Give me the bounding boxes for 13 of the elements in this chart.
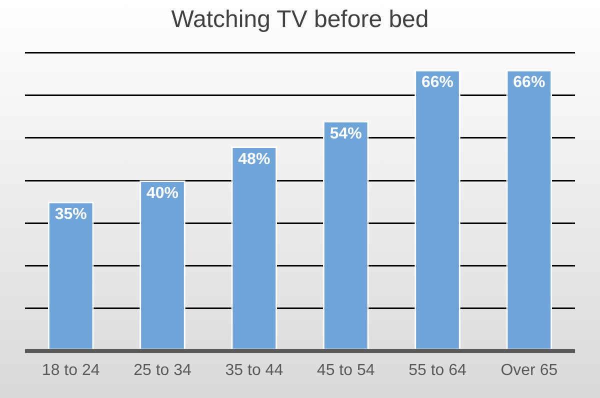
data-label: 66%	[421, 74, 454, 92]
data-label: 54%	[330, 125, 362, 142]
x-tick-label: 35 to 44	[225, 362, 284, 379]
chart-title: Watching TV before bed	[171, 6, 429, 34]
x-tick-label: 18 to 24	[42, 362, 100, 379]
x-tick-label: 45 to 54	[316, 362, 375, 379]
x-tick-label: 25 to 34	[134, 362, 192, 379]
data-label: 35%	[54, 206, 87, 224]
x-tick-label: Over 65	[500, 362, 558, 379]
data-label: 48%	[238, 150, 270, 168]
data-label: 66%	[513, 74, 546, 92]
x-tick-label: 55 to 64	[408, 362, 467, 379]
data-label: 40%	[146, 184, 179, 202]
